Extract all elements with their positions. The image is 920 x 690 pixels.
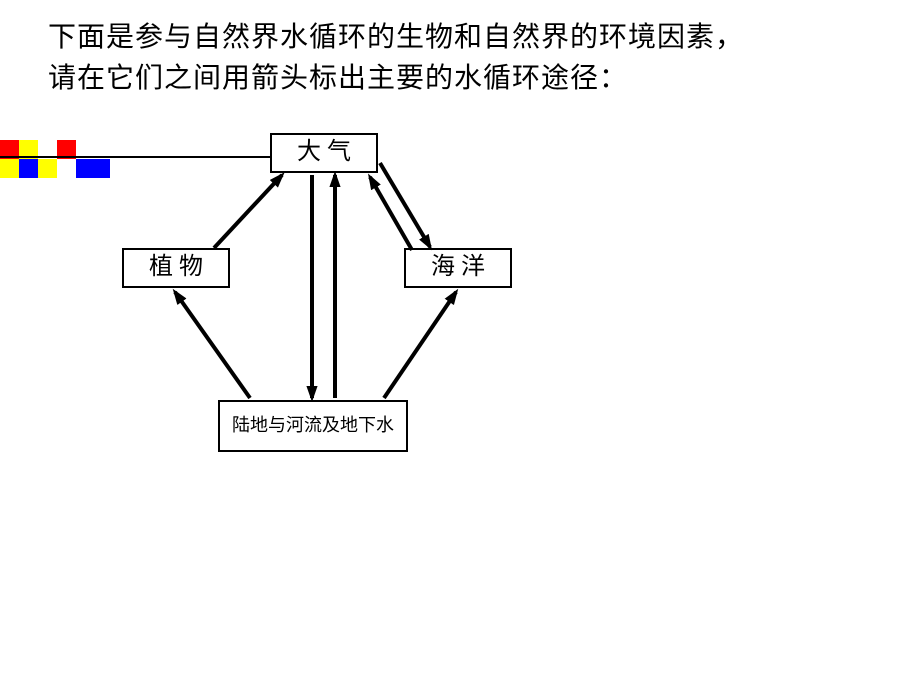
edge-land-to-plants [175,292,250,398]
diagram-arrows [0,0,920,690]
node-atmosphere: 大 气 [270,133,378,173]
horizontal-divider [0,156,270,158]
node-plants: 植 物 [122,248,230,288]
edge-atmosphere-to-ocean [380,163,430,247]
edge-ocean-to-atmosphere [370,177,412,250]
deco-square [0,159,19,178]
deco-square [19,159,38,178]
edge-land-to-ocean [384,292,456,398]
deco-square [38,159,57,178]
deco-square [57,159,76,178]
slide-deco-squares [0,140,110,178]
node-land: 陆地与河流及地下水 [218,400,408,452]
prompt-line-1: 下面是参与自然界水循环的生物和自然界的环境因素， [48,22,744,53]
node-plants-label: 植 物 [149,254,203,282]
question-prompt: 下面是参与自然界水循环的生物和自然界的环境因素， 请在它们之间用箭头标出主要的水… [48,18,878,99]
deco-tail [76,159,110,178]
node-ocean-label: 海 洋 [431,254,485,282]
node-land-label: 陆地与河流及地下水 [232,415,394,437]
prompt-line-2: 请在它们之间用箭头标出主要的水循环途径： [48,63,628,94]
node-ocean: 海 洋 [404,248,512,288]
edge-plants-to-atmosphere [214,175,282,248]
node-atmosphere-label: 大 气 [297,139,351,167]
